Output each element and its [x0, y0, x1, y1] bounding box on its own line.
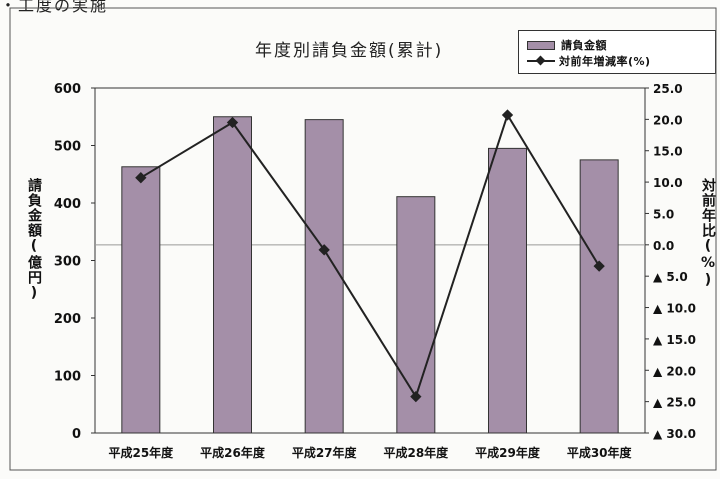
y-axis-label-left: 請負金額(億円) — [26, 178, 42, 302]
legend-item-line: 対前年増減率(%) — [527, 53, 651, 69]
y-tick-label-right: 15.0 — [653, 145, 683, 159]
legend-item-bar: 請負金額 — [527, 37, 607, 53]
y-tick-label-left: 0 — [72, 427, 81, 442]
x-tick-label: 平成25年度 — [108, 445, 174, 460]
legend-swatch-line — [527, 55, 555, 66]
bar — [213, 116, 252, 434]
y-axis-label-right: 対前年比(%) — [700, 178, 716, 289]
x-tick-label: 平成28年度 — [383, 445, 449, 460]
y-tick-label-left: 500 — [54, 140, 81, 155]
legend-label-bar: 請負金額 — [561, 39, 607, 52]
y-tick-label-right: ▲ 25.0 — [653, 396, 696, 410]
legend: 請負金額 対前年増減率(%) — [518, 30, 716, 74]
legend-swatch-bar — [527, 40, 555, 50]
legend-label-line: 対前年増減率(%) — [559, 55, 651, 68]
y-tick-label-right: 20.0 — [653, 113, 683, 127]
x-tick-label: 平成29年度 — [475, 445, 541, 460]
line-point — [410, 390, 422, 403]
y-tick-label-right: 25.0 — [653, 82, 683, 96]
bar — [304, 119, 344, 434]
bar — [121, 166, 161, 434]
y-tick-label-left: 300 — [54, 255, 81, 270]
y-tick-label-left: 600 — [54, 82, 81, 97]
y-tick-label-right: ▲ 5.0 — [653, 270, 688, 284]
line-point — [501, 109, 514, 121]
y-tick-label-right: 10.0 — [653, 176, 683, 190]
y-tick-label-left: 400 — [54, 197, 81, 212]
x-tick-label: 平成26年度 — [200, 445, 266, 460]
bar — [579, 159, 619, 434]
plot-area — [94, 87, 646, 434]
y-tick-label-right: ▲ 15.0 — [653, 333, 696, 347]
y-tick-label-left: 200 — [54, 312, 81, 327]
x-tick-label: 平成30年度 — [567, 445, 633, 460]
y-tick-label-left: 100 — [54, 370, 81, 385]
line-point — [593, 260, 605, 272]
y-tick-label-right: 5.0 — [653, 207, 674, 221]
y-tick-label-right: 0.0 — [653, 239, 674, 253]
line-point — [135, 172, 147, 184]
y-tick-label-right: ▲ 20.0 — [653, 364, 696, 378]
y-tick-label-right: ▲ 30.0 — [653, 427, 696, 441]
bar — [488, 147, 527, 434]
y-tick-label-right: ▲ 10.0 — [653, 302, 696, 316]
x-tick-label: 平成27年度 — [292, 445, 358, 460]
chart-border — [9, 7, 717, 471]
line-series — [140, 112, 601, 399]
line-point — [318, 244, 330, 256]
chart-title: 年度別請負金額(累計) — [255, 41, 444, 61]
